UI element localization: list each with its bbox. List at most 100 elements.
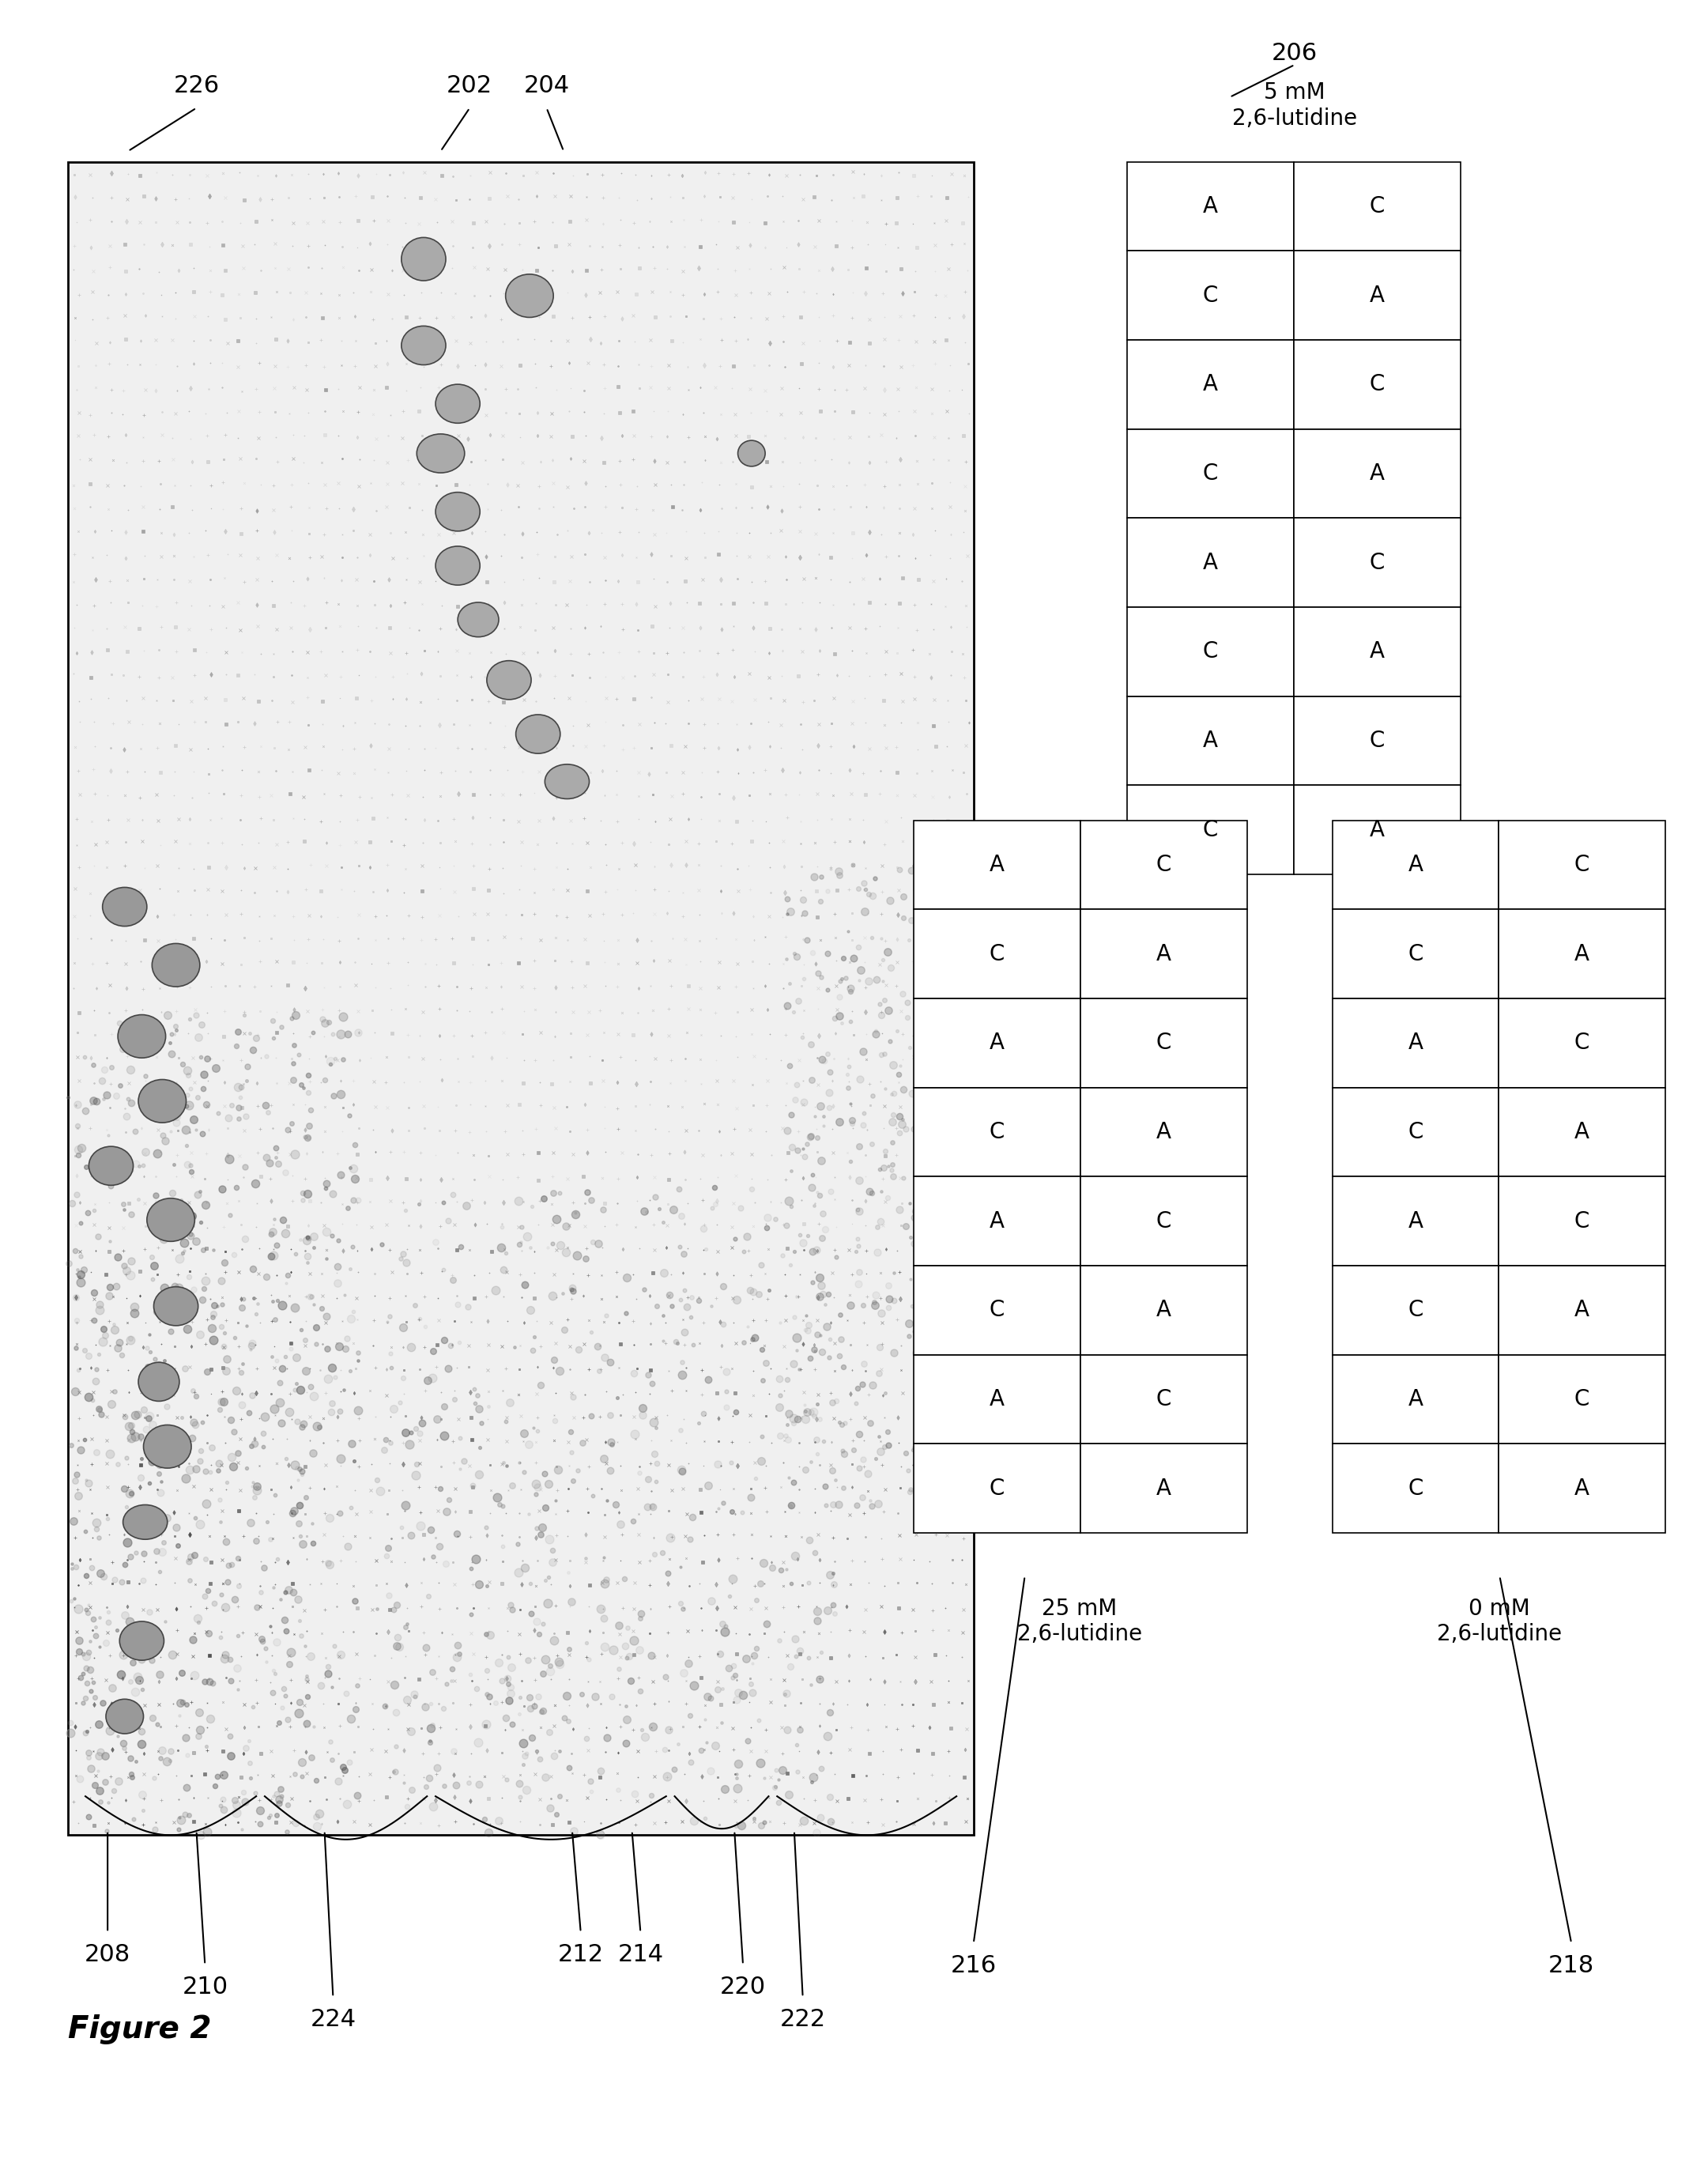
Text: 0 mM
2,6-lutidine: 0 mM 2,6-lutidine: [1436, 1598, 1563, 1645]
Bar: [1332, 1265, 1500, 1356]
Bar: [1332, 1444, 1500, 1533]
Text: C: C: [1407, 1477, 1423, 1501]
Ellipse shape: [154, 1287, 198, 1326]
Text: A: A: [989, 1032, 1004, 1054]
Bar: [1500, 909, 1665, 997]
Text: C: C: [1156, 1388, 1172, 1410]
Ellipse shape: [138, 1362, 179, 1401]
Ellipse shape: [738, 440, 765, 466]
Bar: [1127, 607, 1295, 695]
Text: C: C: [1202, 641, 1218, 663]
Text: A: A: [1407, 853, 1423, 877]
Bar: [914, 1265, 1081, 1356]
Ellipse shape: [417, 434, 465, 473]
Text: A: A: [989, 1388, 1004, 1410]
Text: A: A: [1575, 943, 1590, 965]
Bar: [1500, 1356, 1665, 1444]
Bar: [914, 997, 1081, 1088]
Bar: [1500, 1265, 1665, 1356]
Text: C: C: [1575, 853, 1590, 877]
Bar: [1295, 786, 1460, 874]
Text: 222: 222: [781, 2008, 825, 2032]
Text: 202: 202: [447, 73, 492, 97]
Text: C: C: [1156, 1032, 1172, 1054]
Bar: [1332, 909, 1500, 997]
Text: 220: 220: [721, 1975, 765, 1999]
Bar: [1500, 1177, 1665, 1265]
Text: C: C: [989, 1477, 1004, 1501]
Bar: [1127, 430, 1295, 518]
Bar: [1081, 997, 1247, 1088]
Ellipse shape: [118, 1015, 166, 1058]
Text: C: C: [989, 1121, 1004, 1144]
Text: 226: 226: [174, 73, 219, 97]
Text: 208: 208: [85, 1943, 130, 1967]
Bar: [1295, 250, 1460, 339]
Ellipse shape: [147, 1198, 195, 1241]
Text: 204: 204: [524, 73, 569, 97]
Text: A: A: [989, 853, 1004, 877]
Text: A: A: [1575, 1300, 1590, 1321]
Text: C: C: [1202, 818, 1218, 842]
Bar: [1500, 1088, 1665, 1177]
Bar: [1332, 997, 1500, 1088]
Text: Figure 2: Figure 2: [68, 2014, 212, 2045]
Text: C: C: [1575, 1209, 1590, 1233]
Bar: [914, 1177, 1081, 1265]
Ellipse shape: [401, 326, 446, 365]
Text: A: A: [1202, 730, 1218, 751]
Ellipse shape: [436, 546, 480, 585]
Bar: [1295, 697, 1460, 786]
Ellipse shape: [401, 237, 446, 281]
Bar: [914, 1356, 1081, 1444]
Bar: [1081, 1088, 1247, 1177]
Text: C: C: [1407, 1300, 1423, 1321]
Bar: [1332, 1177, 1500, 1265]
Text: 5 mM
2,6-lutidine: 5 mM 2,6-lutidine: [1231, 82, 1358, 130]
Ellipse shape: [458, 602, 499, 637]
Text: C: C: [1370, 730, 1385, 751]
Text: A: A: [1202, 194, 1218, 218]
Ellipse shape: [143, 1425, 191, 1468]
Text: A: A: [1575, 1121, 1590, 1144]
Text: A: A: [1370, 818, 1385, 842]
Ellipse shape: [138, 1080, 186, 1123]
Ellipse shape: [545, 764, 589, 799]
Ellipse shape: [106, 1699, 143, 1734]
Bar: [1295, 430, 1460, 518]
Bar: [1332, 1356, 1500, 1444]
Text: C: C: [1407, 943, 1423, 965]
Text: A: A: [1407, 1209, 1423, 1233]
Bar: [1127, 697, 1295, 786]
Text: C: C: [989, 943, 1004, 965]
Ellipse shape: [506, 274, 553, 317]
Ellipse shape: [89, 1146, 133, 1185]
Text: A: A: [1370, 641, 1385, 663]
Text: 25 mM
2,6-lutidine: 25 mM 2,6-lutidine: [1016, 1598, 1143, 1645]
Text: 224: 224: [311, 2008, 355, 2032]
Text: 216: 216: [951, 1954, 996, 1978]
Text: A: A: [989, 1209, 1004, 1233]
Bar: [1127, 341, 1295, 430]
Text: C: C: [1370, 194, 1385, 218]
Bar: [1081, 1265, 1247, 1356]
Bar: [914, 1444, 1081, 1533]
Text: A: A: [1202, 551, 1218, 574]
Ellipse shape: [123, 1505, 167, 1539]
Text: C: C: [1370, 551, 1385, 574]
Text: A: A: [1156, 1477, 1172, 1501]
Bar: [914, 909, 1081, 997]
Text: A: A: [1370, 462, 1385, 486]
Bar: [1295, 162, 1460, 250]
Bar: [1295, 607, 1460, 695]
Text: A: A: [1156, 1121, 1172, 1144]
Bar: [1127, 786, 1295, 874]
Text: 212: 212: [559, 1943, 603, 1967]
Text: C: C: [989, 1300, 1004, 1321]
Text: C: C: [1156, 1209, 1172, 1233]
Bar: [1081, 1444, 1247, 1533]
Bar: [1500, 1444, 1665, 1533]
Text: 210: 210: [183, 1975, 227, 1999]
Text: 206: 206: [1272, 41, 1317, 65]
Text: C: C: [1202, 462, 1218, 486]
